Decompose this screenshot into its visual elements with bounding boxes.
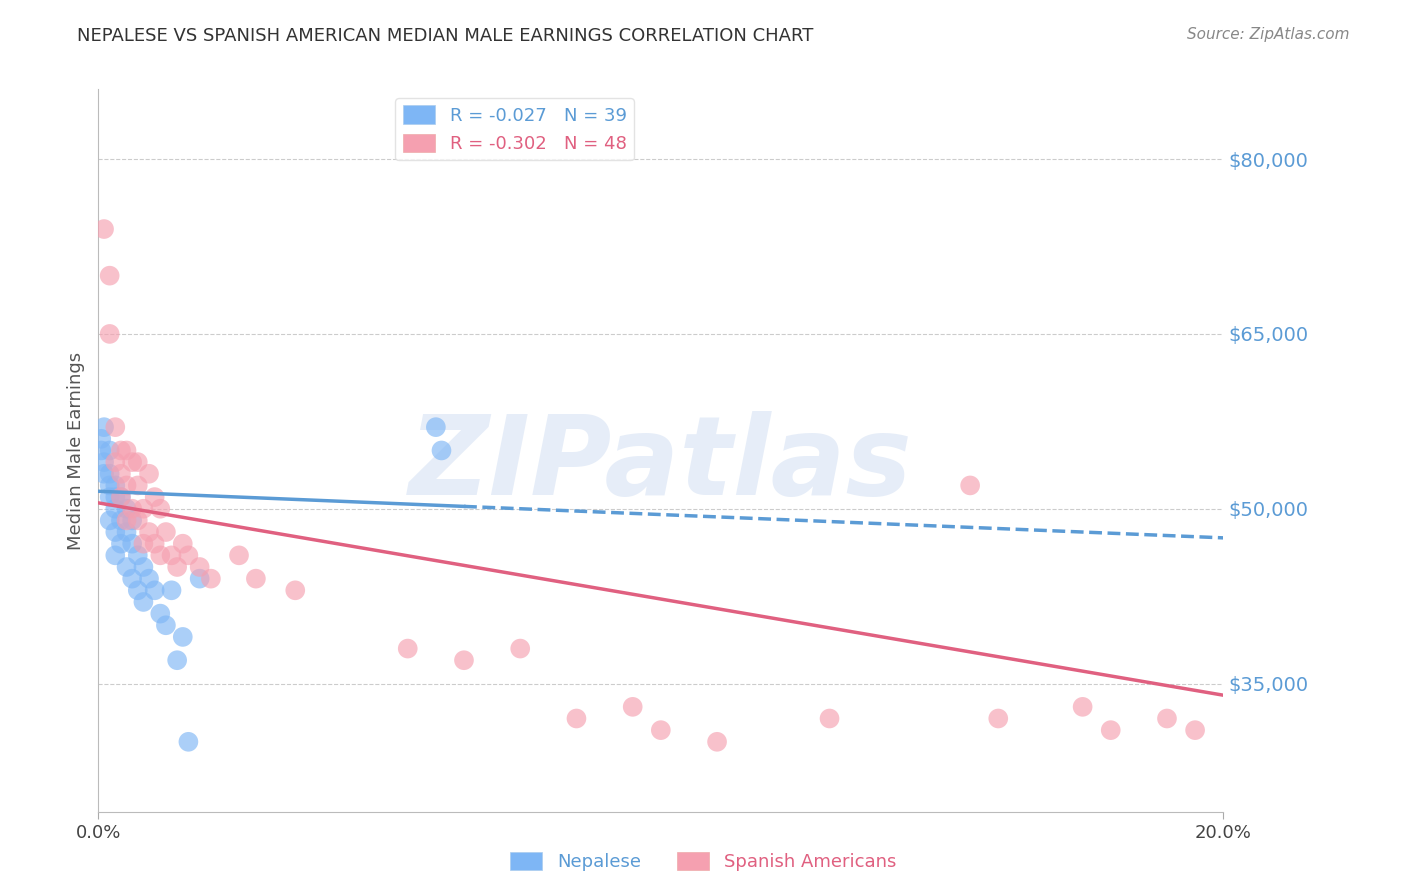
Point [138, 572, 160, 586]
Point [430, 443, 453, 458]
Point [987, 711, 1010, 725]
Point [172, 630, 194, 644]
Point [509, 641, 531, 656]
Point [127, 513, 149, 527]
Point [166, 653, 188, 667]
Point [127, 455, 149, 469]
Point [110, 537, 132, 551]
Point [166, 560, 188, 574]
Point [160, 583, 183, 598]
Point [1071, 699, 1094, 714]
Point [90, 443, 112, 458]
Point [98, 443, 121, 458]
Legend: R = -0.027   N = 39, R = -0.302   N = 48: R = -0.027 N = 39, R = -0.302 N = 48 [395, 98, 634, 161]
Point [110, 443, 132, 458]
Point [93, 222, 115, 236]
Point [149, 501, 172, 516]
Point [132, 595, 155, 609]
Point [425, 420, 447, 434]
Point [115, 524, 138, 539]
Point [396, 641, 419, 656]
Point [127, 478, 149, 492]
Point [160, 549, 183, 563]
Point [1156, 711, 1178, 725]
Point [98, 490, 121, 504]
Point [115, 560, 138, 574]
Point [453, 653, 475, 667]
Point [155, 618, 177, 632]
Point [132, 560, 155, 574]
Point [127, 583, 149, 598]
Point [98, 478, 121, 492]
Point [1099, 723, 1122, 738]
Point [138, 524, 160, 539]
Text: NEPALESE VS SPANISH AMERICAN MEDIAN MALE EARNINGS CORRELATION CHART: NEPALESE VS SPANISH AMERICAN MEDIAN MALE… [77, 27, 814, 45]
Legend: Nepalese, Spanish Americans: Nepalese, Spanish Americans [502, 845, 904, 879]
Point [110, 513, 132, 527]
Point [188, 560, 211, 574]
Point [104, 478, 127, 492]
Point [138, 467, 160, 481]
Point [149, 549, 172, 563]
Point [177, 549, 200, 563]
Point [110, 490, 132, 504]
Point [98, 467, 121, 481]
Point [104, 501, 127, 516]
Point [132, 537, 155, 551]
Point [104, 490, 127, 504]
Point [104, 549, 127, 563]
Point [93, 455, 115, 469]
Point [621, 699, 644, 714]
Point [104, 420, 127, 434]
Point [90, 432, 112, 446]
Y-axis label: Median Male Earnings: Median Male Earnings [66, 351, 84, 549]
Point [284, 583, 307, 598]
Point [98, 268, 121, 283]
Point [121, 501, 143, 516]
Point [93, 467, 115, 481]
Point [143, 583, 166, 598]
Point [115, 513, 138, 527]
Point [121, 513, 143, 527]
Point [143, 537, 166, 551]
Point [132, 501, 155, 516]
Point [155, 524, 177, 539]
Point [177, 735, 200, 749]
Point [706, 735, 728, 749]
Point [121, 455, 143, 469]
Point [121, 572, 143, 586]
Point [104, 455, 127, 469]
Point [1184, 723, 1206, 738]
Point [93, 420, 115, 434]
Point [172, 537, 194, 551]
Point [228, 549, 250, 563]
Point [188, 572, 211, 586]
Text: Source: ZipAtlas.com: Source: ZipAtlas.com [1187, 27, 1350, 42]
Point [143, 490, 166, 504]
Point [115, 501, 138, 516]
Point [121, 537, 143, 551]
Point [115, 478, 138, 492]
Point [110, 467, 132, 481]
Point [245, 572, 267, 586]
Point [115, 443, 138, 458]
Point [149, 607, 172, 621]
Text: ZIPatlas: ZIPatlas [409, 411, 912, 518]
Point [127, 549, 149, 563]
Point [110, 490, 132, 504]
Point [650, 723, 672, 738]
Point [818, 711, 841, 725]
Point [104, 524, 127, 539]
Point [565, 711, 588, 725]
Point [959, 478, 981, 492]
Point [98, 326, 121, 341]
Point [200, 572, 222, 586]
Point [98, 513, 121, 527]
